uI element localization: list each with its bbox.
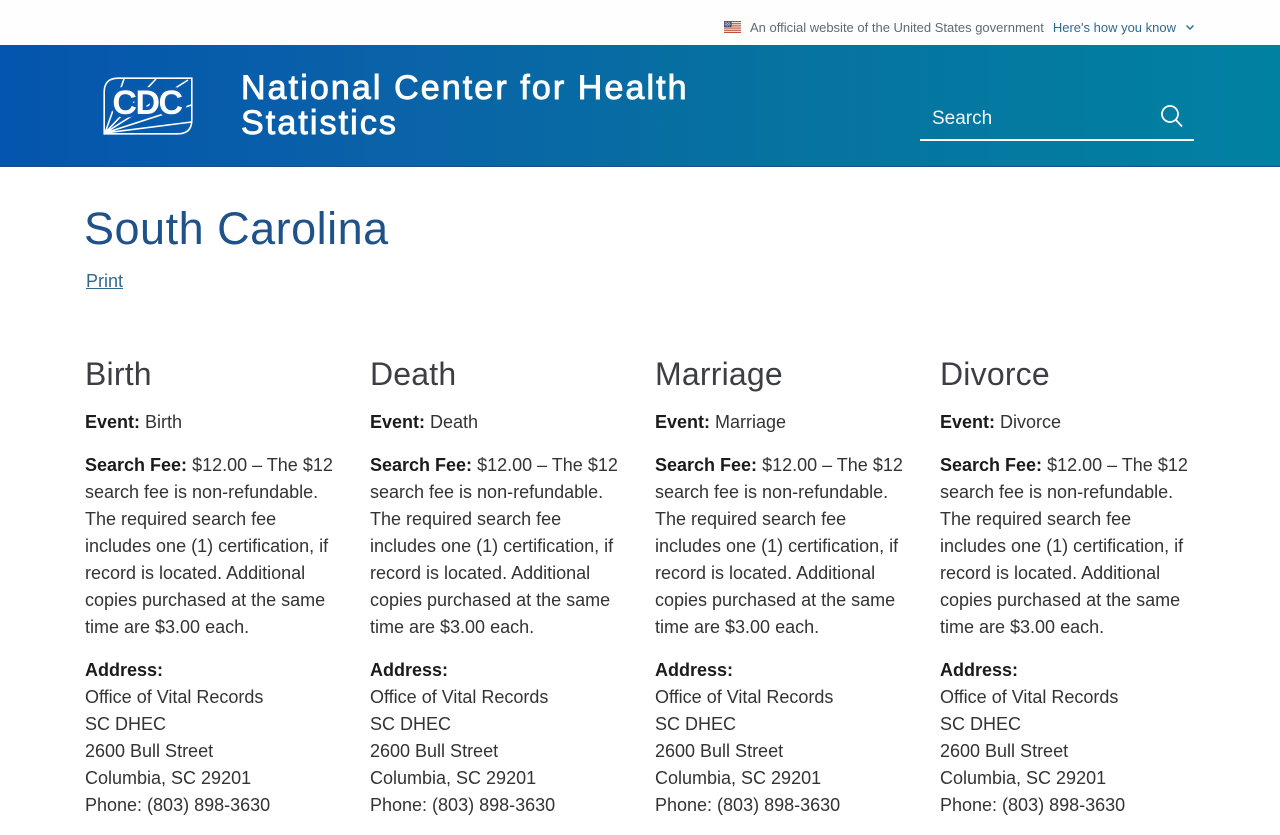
svg-text:CDC: CDC [112,84,182,122]
svg-text:CDC: CDC [112,84,182,122]
